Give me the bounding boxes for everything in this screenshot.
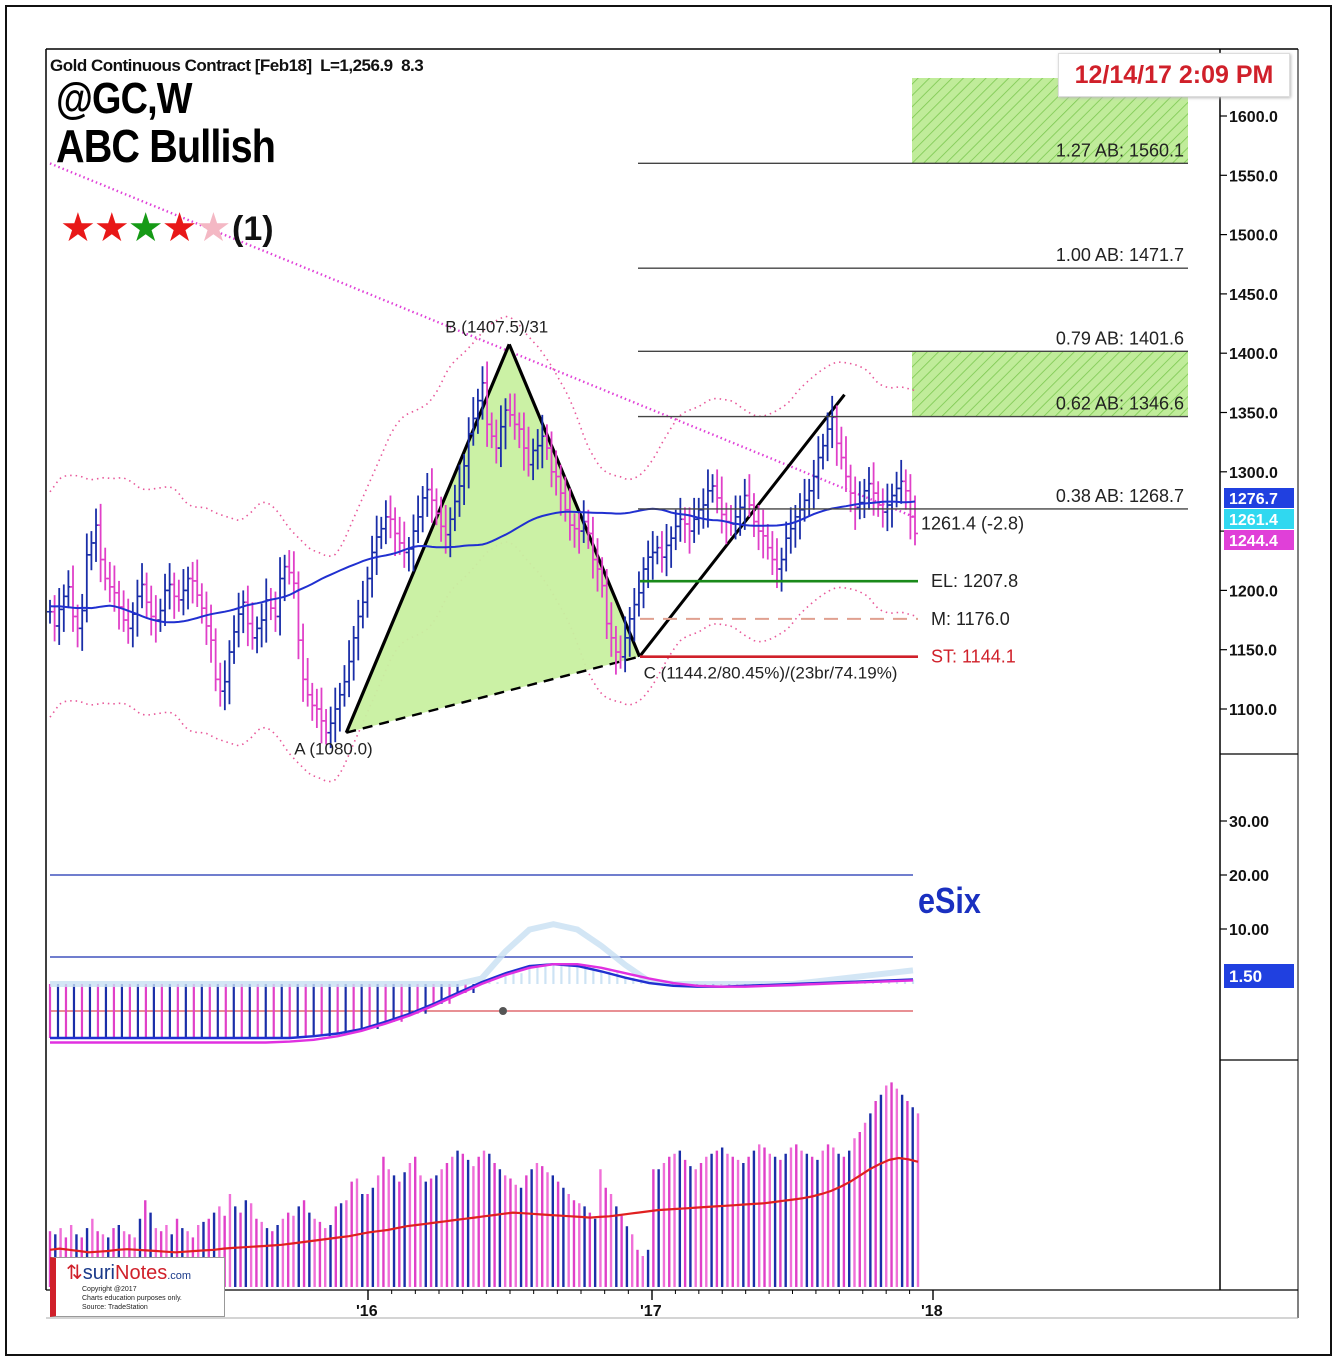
esix-cloud	[50, 921, 914, 987]
esix-badge	[1224, 964, 1294, 988]
abc-triangle-fill	[346, 344, 640, 733]
level-label-mid: M: 1176.0	[931, 609, 1010, 629]
logo-domain: .com	[167, 1270, 192, 1282]
logo-prefix: suri	[82, 1262, 115, 1284]
logo-suffix: Notes	[115, 1262, 168, 1284]
envelope-upper	[49, 315, 916, 558]
blue-moving-average	[49, 500, 916, 624]
esix-tick-label: 10.00	[1229, 922, 1269, 939]
esix-tick-label: 20.00	[1229, 868, 1269, 885]
price-tick-label: 1550.0	[1229, 168, 1278, 185]
target-label: 0.38 AB: 1268.7	[1056, 486, 1184, 506]
target-zone-lower	[912, 351, 1188, 417]
contract-header: Gold Continuous Contract [Feb18] L=1,256…	[50, 56, 424, 76]
time-axis: '16 '17 '18	[356, 1290, 943, 1320]
fib-lines	[638, 162, 1188, 658]
star-rating: ★★★★★	[60, 206, 231, 250]
esix-badge-text: 1.50	[1229, 967, 1262, 986]
logo-copyright: Copyright @2017	[82, 1286, 137, 1293]
star-icon: ★	[195, 206, 231, 250]
logo-brand: ⇅suriNotes.com	[66, 1260, 191, 1285]
target-label: 0.79 AB: 1401.6	[1056, 328, 1184, 348]
price-tick-label: 1200.0	[1229, 583, 1278, 600]
price-tick-label: 1300.0	[1229, 465, 1278, 482]
chart-labels: 1.27 AB: 1560.1 1.00 AB: 1471.7 0.79 AB: 1…	[294, 140, 1184, 758]
time-tick-label: '17	[640, 1303, 662, 1320]
volume-bars	[48, 1082, 920, 1287]
esix-label: eSix	[918, 880, 981, 921]
axis-badge-text: 1244.4	[1229, 533, 1278, 550]
point-a-label: A (1080.0)	[294, 740, 372, 759]
axis-badge-blue	[1224, 488, 1294, 508]
point-c-label: C (1144.2/80.45%)/(23br/74.19%)	[644, 664, 898, 683]
current-price-label: 1261.4 (-2.8)	[921, 514, 1024, 534]
star-icon: ★	[161, 206, 198, 250]
axis-badge-text: 1261.4	[1229, 512, 1278, 529]
price-tick-label: 1150.0	[1229, 643, 1277, 660]
pattern-title: ABC Bullish	[56, 120, 276, 172]
price-tick-label: 1350.0	[1229, 406, 1278, 423]
symbol-title: @GC,W	[56, 74, 192, 123]
envelope-lower	[49, 540, 916, 783]
star-icon: ★	[60, 206, 96, 250]
contract-name: Gold Continuous Contract [Feb18]	[50, 56, 312, 75]
axis-badge-text: 1276.7	[1229, 491, 1278, 508]
esix-signal-line	[50, 963, 914, 1044]
timestamp-badge: 12/14/17 2:09 PM	[1058, 53, 1290, 97]
price-tick-label: 1400.0	[1229, 346, 1278, 363]
level-label-stop: ST: 1144.1	[931, 647, 1016, 667]
moving-averages	[49, 500, 916, 624]
star-icon: ★	[127, 206, 164, 250]
long-term-ma	[49, 162, 916, 519]
point-b-label: B (1407.5)/31	[445, 317, 548, 336]
rating-count: (1)	[232, 210, 274, 248]
price-axis: 1600.0 1550.0 1500.0 1450.0 1400.0 1350.0 1300…	[1220, 109, 1294, 719]
volume-ma-line	[49, 1156, 919, 1254]
level-label-entry: EL: 1207.8	[931, 571, 1018, 591]
target-label: 0.62 AB: 1346.6	[1056, 394, 1184, 414]
price-tick-label: 1600.0	[1229, 109, 1278, 126]
logo-arrows-icon: ⇅	[66, 1262, 83, 1284]
axis-badge-cyan	[1224, 509, 1294, 529]
esix-indicator: 30.00 20.00 10.00 1.50	[48, 814, 1294, 1044]
envelope-bands	[49, 162, 916, 783]
price-tick-label: 1450.0	[1229, 287, 1278, 304]
target-zones	[912, 78, 1188, 417]
last-price: L=1,256.9	[320, 56, 393, 75]
bc-leg	[507, 343, 642, 658]
logo-disclaimer: Charts education purposes only.	[82, 1295, 182, 1302]
target-label: 1.27 AB: 1560.1	[1056, 140, 1184, 160]
axis-badge-magenta	[1224, 530, 1294, 550]
chart-frame	[5, 5, 1332, 1356]
surinotes-logo: ⇅suriNotes.com Copyright @2017 Charts ed…	[50, 1257, 225, 1317]
star-icon: ★	[93, 206, 130, 250]
time-tick-label: '16	[356, 1303, 378, 1320]
price-tick-label: 1100.0	[1229, 702, 1277, 719]
net-change: 8.3	[401, 56, 424, 75]
target-label: 1.00 AB: 1471.7	[1056, 245, 1184, 265]
logo-source: Source: TradeStation	[82, 1304, 148, 1311]
time-tick-label: '18	[921, 1303, 943, 1320]
price-tick-label: 1500.0	[1229, 228, 1278, 245]
esix-cross-dot	[499, 1007, 507, 1015]
esix-tick-label: 30.00	[1229, 814, 1269, 831]
